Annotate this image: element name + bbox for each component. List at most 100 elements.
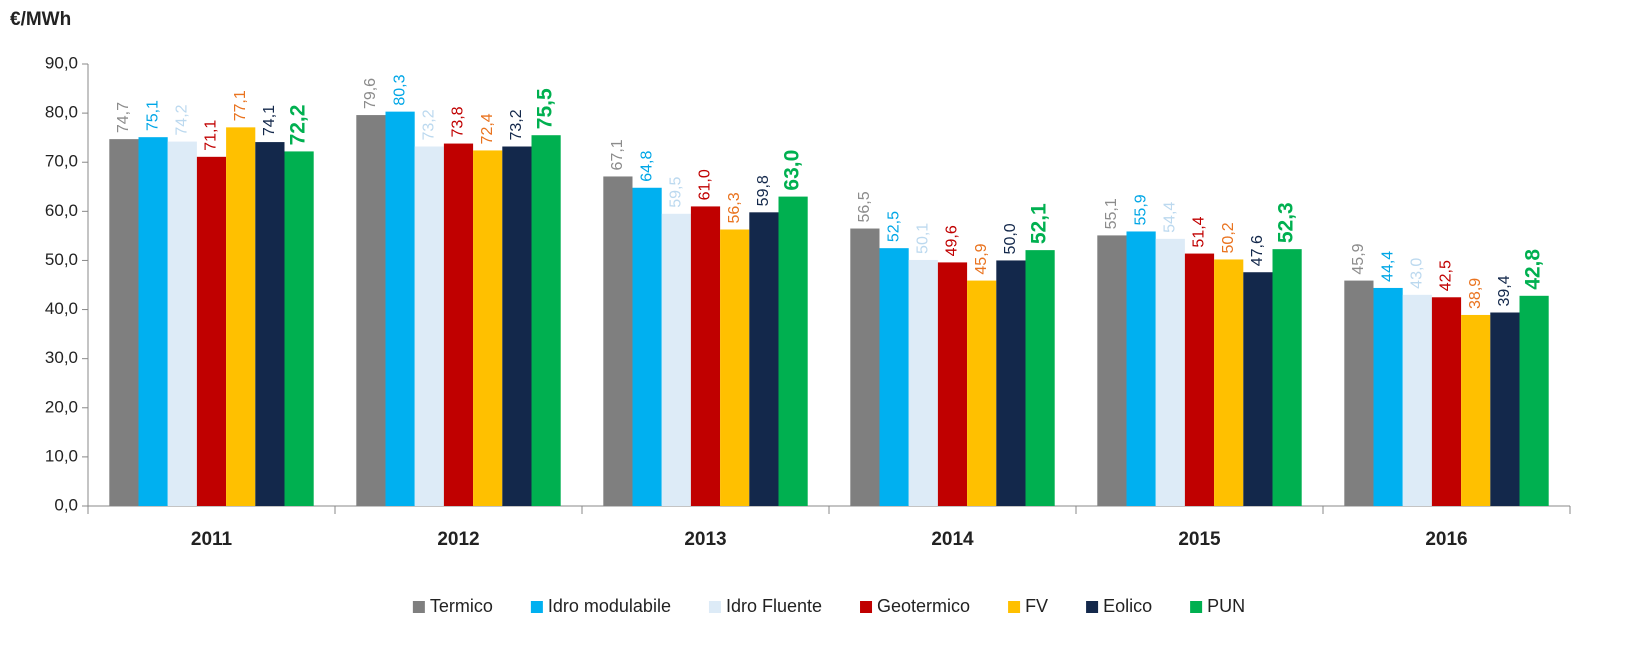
value-label: 56,3	[726, 192, 743, 223]
value-label: 73,8	[450, 106, 467, 137]
x-tick-label: 2014	[931, 529, 974, 550]
bar	[531, 135, 561, 506]
value-label: 55,1	[1103, 198, 1120, 229]
value-label: 73,2	[421, 109, 438, 140]
bar	[1243, 272, 1273, 506]
y-tick-label: 10,0	[45, 446, 78, 465]
bar	[879, 248, 909, 506]
value-label: 73,2	[508, 109, 525, 140]
value-label: 54,4	[1162, 202, 1179, 233]
value-label: 55,9	[1132, 194, 1149, 225]
value-label: 47,6	[1249, 235, 1266, 266]
bar	[1461, 314, 1491, 506]
value-label: 45,9	[973, 243, 990, 274]
y-tick-label: 90,0	[45, 53, 78, 72]
y-tick-label: 40,0	[45, 299, 78, 318]
value-label: 43,0	[1409, 258, 1426, 289]
y-tick-label: 30,0	[45, 348, 78, 367]
value-label: 74,2	[174, 104, 191, 135]
legend-swatch	[708, 601, 721, 613]
legend-swatch	[1086, 601, 1099, 613]
bar	[1272, 249, 1302, 506]
bar	[443, 143, 474, 506]
bar	[720, 229, 750, 506]
y-tick-label: 0,0	[54, 495, 78, 514]
bar	[661, 213, 691, 507]
bar	[167, 141, 197, 506]
bar	[502, 146, 532, 507]
legend-swatch	[860, 601, 873, 613]
value-label: 52,1	[1028, 203, 1051, 244]
value-label: 45,9	[1350, 243, 1367, 274]
legend-swatch	[1190, 601, 1203, 613]
bar	[996, 260, 1026, 506]
legend-label: Geotermico	[877, 596, 970, 616]
y-tick-label: 80,0	[45, 103, 78, 122]
legend-label: Idro Fluente	[726, 596, 822, 616]
value-label: 50,2	[1220, 222, 1237, 253]
bar	[1126, 231, 1156, 507]
value-label: 56,5	[856, 191, 873, 222]
bar	[749, 212, 779, 506]
bar	[196, 156, 227, 506]
bar	[1431, 297, 1462, 506]
value-label: 67,1	[609, 139, 626, 170]
bar	[1184, 253, 1215, 506]
y-axis-label: €/MWh	[10, 9, 71, 30]
bar	[1344, 280, 1374, 506]
bar	[778, 196, 808, 506]
bar	[967, 280, 997, 506]
legend-label: FV	[1025, 596, 1048, 616]
y-tick-label: 70,0	[45, 152, 78, 171]
value-label: 80,3	[391, 74, 408, 105]
bar	[690, 206, 721, 506]
value-label: 71,1	[203, 120, 220, 151]
y-tick-label: 50,0	[45, 250, 78, 269]
value-label: 72,2	[287, 105, 310, 146]
bar	[1097, 235, 1127, 507]
bar	[385, 111, 415, 506]
legend-label: PUN	[1207, 596, 1245, 616]
legend-label: Idro modulabile	[548, 596, 671, 616]
value-label: 39,4	[1496, 275, 1513, 306]
bar	[1490, 312, 1520, 506]
bar	[603, 176, 633, 506]
bar	[850, 228, 880, 506]
bar	[632, 187, 662, 506]
x-tick-label: 2012	[437, 529, 479, 550]
value-label: 61,0	[697, 169, 714, 200]
bar	[414, 146, 444, 507]
bar	[138, 137, 168, 507]
value-label: 72,4	[479, 113, 496, 144]
x-tick-label: 2015	[1178, 529, 1221, 550]
bar	[908, 259, 938, 506]
value-label: 51,4	[1191, 216, 1208, 247]
value-label: 50,1	[915, 223, 932, 254]
value-label: 59,5	[668, 177, 685, 208]
legend-swatch	[412, 601, 425, 613]
bar	[109, 139, 139, 506]
value-label: 64,8	[638, 151, 655, 182]
bar	[1402, 294, 1432, 506]
value-label: 52,5	[885, 211, 902, 242]
legend-swatch	[530, 601, 543, 613]
value-label: 75,1	[144, 100, 161, 131]
x-tick-label: 2011	[191, 529, 233, 550]
legend-label: Termico	[430, 596, 493, 616]
value-label: 63,0	[781, 150, 804, 191]
value-label: 42,8	[1522, 249, 1545, 290]
value-label: 74,7	[115, 102, 132, 133]
legend-swatch	[1008, 601, 1021, 613]
x-tick-label: 2013	[684, 529, 726, 550]
bar	[1214, 259, 1244, 506]
bar	[356, 115, 386, 506]
value-label: 50,0	[1002, 223, 1019, 254]
value-label: 77,1	[232, 90, 249, 121]
x-tick-label: 2016	[1425, 529, 1467, 550]
y-tick-label: 60,0	[45, 201, 78, 220]
legend-label: Eolico	[1103, 596, 1152, 616]
bar	[473, 150, 503, 507]
value-label: 75,5	[534, 88, 557, 129]
bar	[1373, 287, 1403, 506]
